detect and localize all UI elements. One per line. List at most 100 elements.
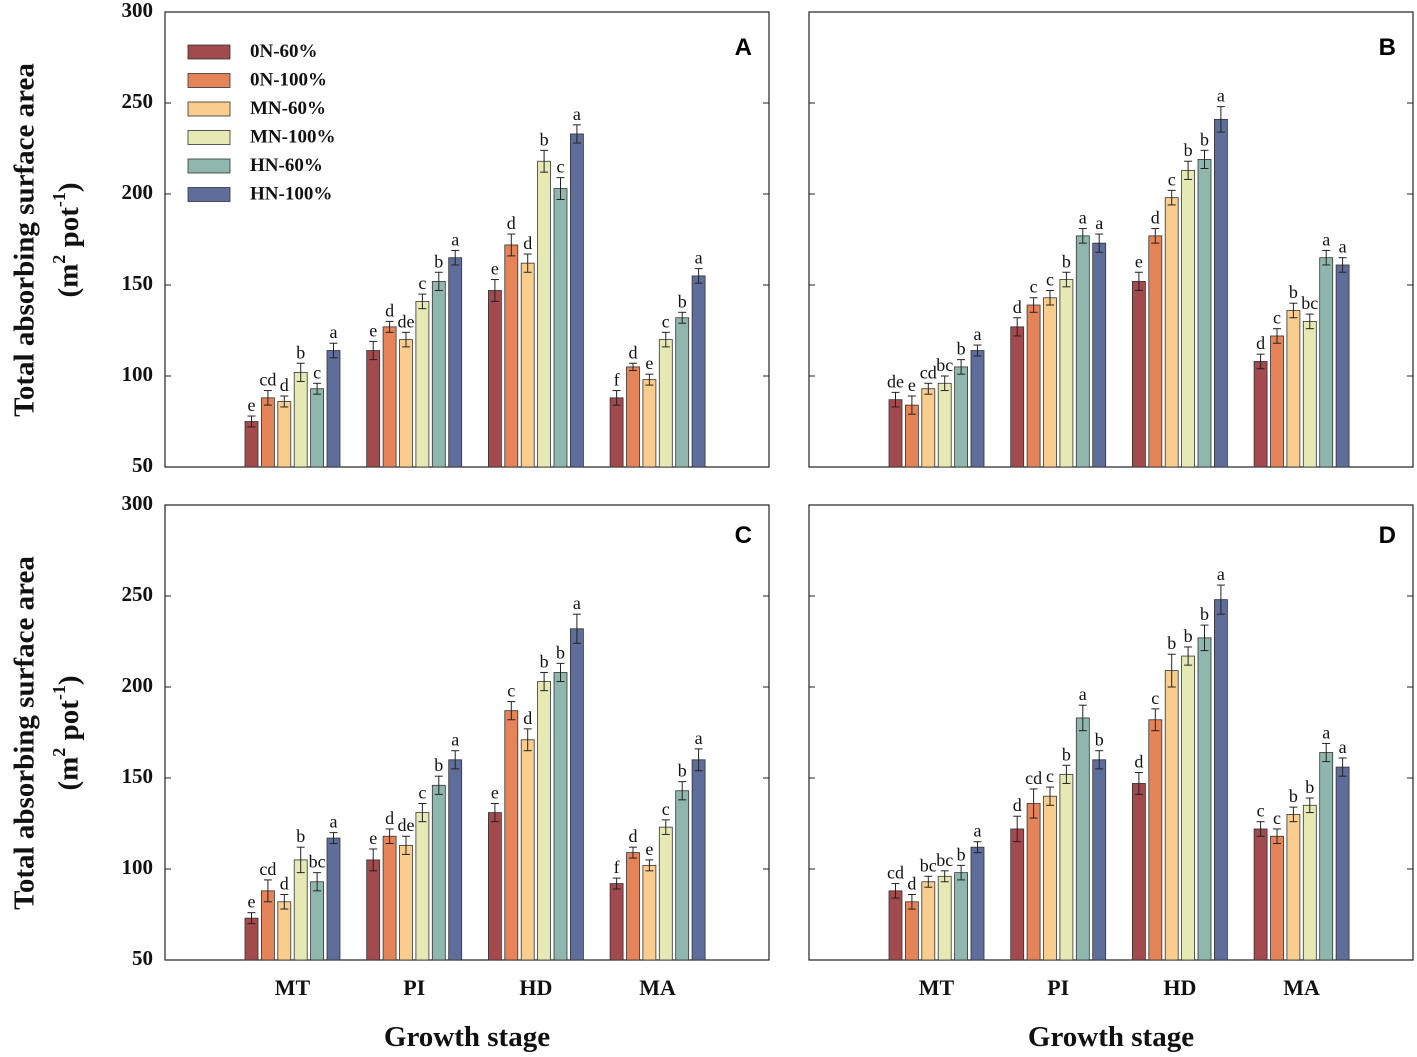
significance-letter: b [678,761,687,781]
significance-letter: c [1030,277,1038,297]
bar [954,366,969,468]
bar [970,846,985,961]
bar [1213,118,1228,468]
bar [1075,235,1090,468]
significance-letter: b [1184,140,1193,160]
significance-letter: c [418,273,426,293]
significance-letter: c [1257,801,1265,821]
bar [626,366,640,468]
y-tick-label: 250 [122,89,154,113]
significance-letter: d [507,213,516,233]
x-tick-label: HD [519,975,552,1000]
significance-letter: d [523,233,532,253]
bar [399,339,413,468]
bar [1253,361,1268,468]
significance-letter: e [491,782,499,802]
significance-letter: de [887,371,904,391]
panel-label: C [735,522,752,549]
significance-letter: b [1062,251,1071,271]
significance-letter: cd [259,370,276,390]
significance-letter: c [557,157,565,177]
significance-letter: b [296,826,305,846]
panel-frame [164,11,770,468]
bar [244,917,259,961]
significance-letter: b [434,755,443,775]
y-axis-title-line1: Total absorbing surface area [9,556,41,910]
bar [1075,717,1090,961]
bar [1197,159,1212,468]
legend-label: 0N-60% [250,41,318,62]
bar [277,401,292,468]
significance-letter: b [1062,744,1071,764]
significance-letter: b [1200,129,1209,149]
significance-letter: de [398,815,415,835]
significance-letter: a [1339,737,1347,757]
significance-letter: a [330,322,338,342]
y-axis [809,504,1413,961]
legend-swatch [187,130,231,145]
bar [1059,279,1074,468]
x-axis: MT PI HD MA [275,975,676,1000]
significance-letter: b [678,291,687,311]
bar [609,397,624,468]
bar [553,672,568,961]
legend: 0N-60% 0N-100% MN-60% MN-100% HN-60% HN-100% [187,41,335,205]
significance-letter: a [1217,564,1225,584]
y-tick-label: 300 [122,0,154,22]
bar [366,350,381,468]
x-tick-label: PI [1047,975,1069,1000]
legend-swatch [187,101,231,117]
bar [1092,242,1107,468]
bar [1148,235,1163,468]
significance-letter: e [908,375,916,395]
y-tick-label: 100 [122,362,154,386]
panel-label: B [1379,34,1396,61]
significance-letter: cd [1025,768,1042,788]
bar [487,812,502,961]
significance-letter: f [614,370,620,390]
significance-letter: a [330,812,338,832]
bar [921,388,936,468]
legend-swatch [187,44,231,60]
significance-letter: a [1095,213,1103,233]
bar [569,628,584,961]
y-axis-title-top: Total absorbing surface area (m2 pot-1) [9,63,85,417]
bar [1286,310,1301,468]
significance-letter: a [974,821,982,841]
bar [1270,335,1284,468]
bar [293,371,308,468]
significance-letter: cd [887,863,904,883]
legend-swatch [187,73,231,88]
bar [261,397,275,468]
bar [448,257,463,468]
bar [1026,304,1041,468]
y-tick-label: 150 [122,764,154,788]
x-tick-label: HD [1163,975,1196,1000]
y-tick-label: 50 [132,453,153,477]
significance-letter: b [1167,633,1176,653]
significance-letter: c [1273,308,1281,328]
significance-letter: e [645,839,653,859]
bar [366,859,381,961]
significance-letter: b [296,342,305,362]
y-tick-label: 300 [122,491,154,515]
bar [1043,795,1057,961]
significance-letter: a [451,730,459,750]
bar [1131,280,1146,468]
bar [1286,813,1301,961]
bar [1270,835,1284,961]
bar [1092,759,1107,961]
bar [1010,828,1025,961]
significance-letter: c [313,362,321,382]
significance-letter: cd [259,859,276,879]
bar [691,275,706,468]
significance-letter: c [418,782,426,802]
significance-letter: d [907,873,916,893]
x-tick-label: MA [639,975,676,1000]
y-tick-label: 150 [122,271,154,295]
